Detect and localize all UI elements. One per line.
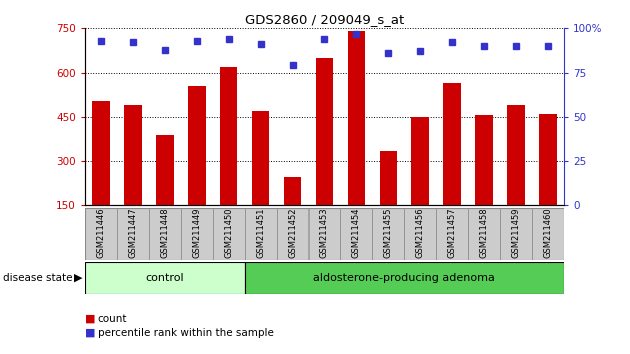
Text: ■: ■ <box>85 328 96 338</box>
Bar <box>475 115 493 205</box>
Text: control: control <box>146 273 184 283</box>
Bar <box>124 105 142 205</box>
Text: GSM211453: GSM211453 <box>320 207 329 258</box>
Bar <box>532 207 564 260</box>
Text: GSM211451: GSM211451 <box>256 207 265 258</box>
Bar <box>181 207 213 260</box>
Bar <box>507 105 525 205</box>
Text: GSM211458: GSM211458 <box>479 207 488 258</box>
Bar <box>309 207 340 260</box>
Bar <box>372 207 404 260</box>
Bar <box>277 207 309 260</box>
Bar <box>340 207 372 260</box>
Bar <box>149 207 181 260</box>
Bar <box>316 58 333 205</box>
Text: GSM211459: GSM211459 <box>512 207 520 258</box>
Text: count: count <box>98 314 127 324</box>
Text: GSM211447: GSM211447 <box>129 207 137 258</box>
Text: GSM211460: GSM211460 <box>544 207 553 258</box>
Text: ▶: ▶ <box>74 273 83 283</box>
Bar <box>436 207 468 260</box>
Text: aldosterone-producing adenoma: aldosterone-producing adenoma <box>313 273 495 283</box>
Bar <box>156 135 174 205</box>
Bar <box>348 31 365 205</box>
Text: GSM211448: GSM211448 <box>161 207 169 258</box>
Text: GSM211452: GSM211452 <box>288 207 297 258</box>
Bar <box>244 262 564 294</box>
Text: GSM211454: GSM211454 <box>352 207 361 258</box>
Text: GSM211456: GSM211456 <box>416 207 425 258</box>
Bar <box>468 207 500 260</box>
Bar <box>539 114 557 205</box>
Bar <box>244 207 277 260</box>
Bar <box>500 207 532 260</box>
Bar <box>411 117 429 205</box>
Text: GSM211446: GSM211446 <box>96 207 105 258</box>
Text: GSM211457: GSM211457 <box>448 207 457 258</box>
Bar <box>404 207 436 260</box>
Bar <box>117 207 149 260</box>
Text: GSM211455: GSM211455 <box>384 207 392 258</box>
Bar <box>85 262 244 294</box>
Text: percentile rank within the sample: percentile rank within the sample <box>98 328 273 338</box>
Title: GDS2860 / 209049_s_at: GDS2860 / 209049_s_at <box>245 13 404 26</box>
Bar <box>220 67 238 205</box>
Bar <box>252 111 270 205</box>
Bar <box>444 83 461 205</box>
Bar <box>92 101 110 205</box>
Bar <box>85 207 117 260</box>
Text: GSM211450: GSM211450 <box>224 207 233 258</box>
Text: GSM211449: GSM211449 <box>192 207 201 258</box>
Text: ■: ■ <box>85 314 96 324</box>
Bar <box>213 207 244 260</box>
Text: disease state: disease state <box>3 273 72 283</box>
Bar <box>379 151 397 205</box>
Bar <box>284 177 301 205</box>
Bar <box>188 86 205 205</box>
